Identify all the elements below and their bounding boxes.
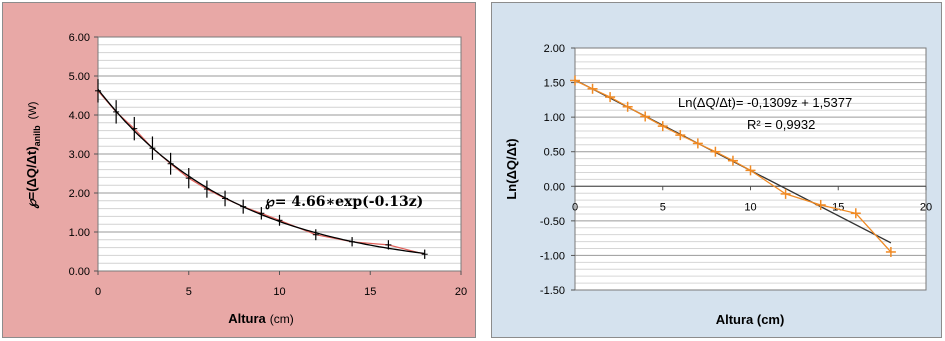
right-y-tick-label: -1.00 [540, 250, 565, 262]
left-y-axis-unit: (W) [27, 102, 39, 120]
left-y-tick-label: 5.00 [69, 71, 90, 83]
left-y-tick-label: 0.00 [69, 266, 90, 278]
right-y-axis-title: Ln(ΔQ/Δt) [504, 138, 519, 199]
left-fit-equation: ℘= 4.66∗exp(-0.13z) [265, 194, 423, 210]
left-x-tick-label: 10 [273, 286, 285, 298]
right-data-marks [570, 75, 896, 257]
right-x-tick-label: 20 [920, 201, 932, 213]
right-plot-border [574, 47, 927, 291]
left-gridlines [97, 36, 462, 272]
right-y-tick-label: 0.00 [544, 181, 565, 193]
left-y-axis-symbol: ℘ [25, 197, 40, 209]
right-r-squared: R² = 0,9932 [747, 117, 815, 132]
left-y-tick-label: 1.00 [69, 227, 90, 239]
right-x-tick-label: 15 [832, 201, 844, 213]
right-y-tick-label: 1.00 [544, 112, 565, 124]
left-y-axis-title: ℘=(ΔQ/Δt)anilb (W) [24, 102, 42, 210]
left-x-tick-label: 5 [186, 286, 192, 298]
right-x-tick-label: 10 [744, 201, 756, 213]
left-x-tick-label: 0 [95, 286, 101, 298]
left-x-tick-labels: 0 5 10 15 20 [95, 271, 467, 298]
left-x-axis-unit: (cm) [270, 312, 294, 326]
right-chart: 2.00 1.50 1.00 0.50 0.00 -0.50 -1.00 -1.50 0 5 10… [504, 43, 932, 327]
right-y-tick-labels: 2.00 1.50 1.00 0.50 0.00 -0.50 -1.00 -1.50 [540, 43, 575, 297]
left-data-marks [95, 79, 428, 259]
right-x-tick-label: 0 [572, 201, 578, 213]
left-chart: 0.00 1.00 2.00 3.00 4.00 5.00 6.00 0 5 10 15 20 ℘=… [24, 32, 467, 326]
right-x-tick-labels: 0 5 10 15 20 [572, 186, 932, 213]
left-x-axis-title: Altura (cm) [228, 311, 294, 326]
right-chart-panel: 2.00 1.50 1.00 0.50 0.00 -0.50 -1.00 -1.50 0 5 10… [491, 2, 942, 338]
right-y-tick-label: 1.50 [544, 78, 565, 90]
right-y-tick-label: -1.50 [540, 285, 565, 297]
right-fit-equation: Ln(ΔQ/Δt)= -0,1309z + 1,5377 [678, 95, 852, 110]
left-y-axis-formula: =(ΔQ/Δt) [24, 146, 39, 199]
right-x-tick-label: 5 [660, 201, 666, 213]
left-x-tick-label: 15 [364, 286, 376, 298]
left-y-axis-subscript: anilb [32, 125, 42, 147]
left-x-tick-label: 20 [455, 286, 467, 298]
left-chart-panel: 0.00 1.00 2.00 3.00 4.00 5.00 6.00 0 5 10 15 20 ℘=… [2, 2, 476, 338]
right-gridlines [574, 47, 927, 291]
right-y-tick-label: 2.00 [544, 43, 565, 55]
left-y-tick-label: 4.00 [69, 110, 90, 122]
left-y-tick-labels: 0.00 1.00 2.00 3.00 4.00 5.00 6.00 [69, 32, 98, 278]
left-x-axis-title-text: Altura [228, 311, 266, 326]
left-y-tick-label: 2.00 [69, 188, 90, 200]
right-y-tick-label: -0.50 [540, 216, 565, 228]
right-y-tick-label: 0.50 [544, 147, 565, 159]
left-y-tick-label: 6.00 [69, 32, 90, 44]
right-x-axis-title: Altura (cm) [716, 312, 785, 327]
left-y-tick-label: 3.00 [69, 149, 90, 161]
